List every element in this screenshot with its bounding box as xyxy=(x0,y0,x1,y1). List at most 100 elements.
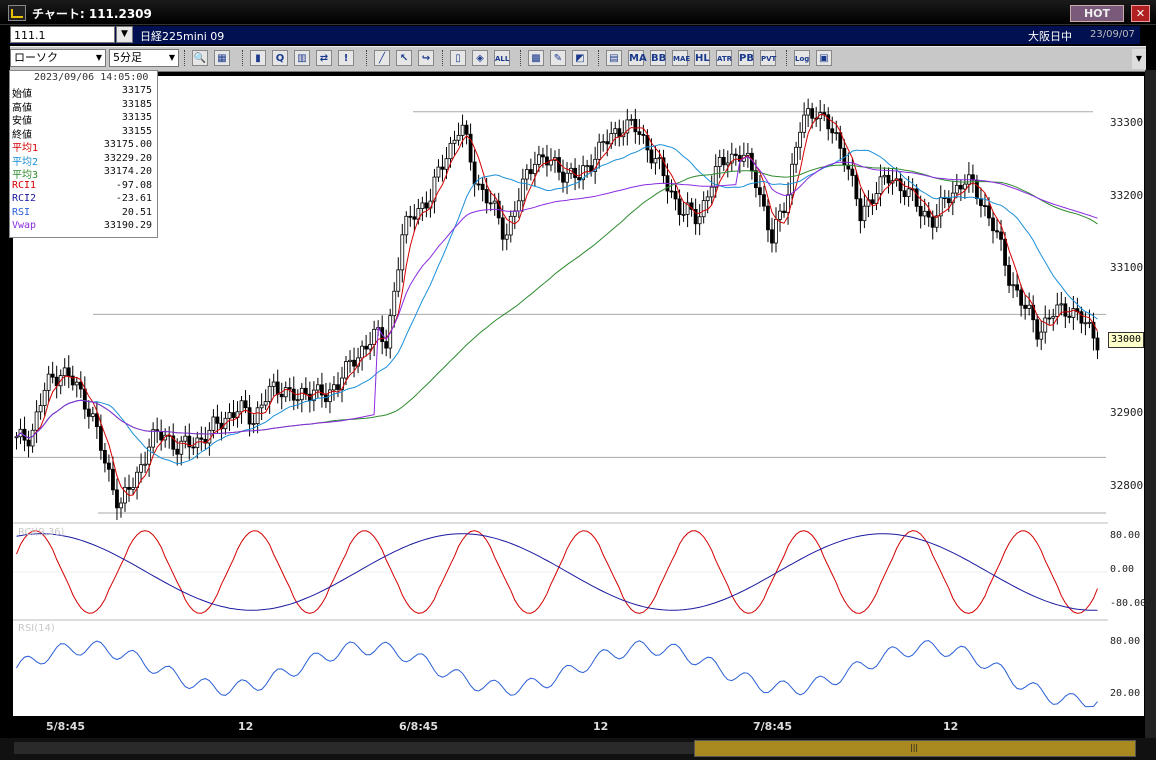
candle-body xyxy=(227,412,232,419)
candle-body xyxy=(782,210,786,214)
candle-body xyxy=(90,413,95,417)
all-button[interactable]: ALL xyxy=(494,50,510,66)
color-button[interactable]: ◩ xyxy=(572,50,588,66)
candle-body xyxy=(826,114,831,130)
candle-body xyxy=(504,234,509,240)
rci-panel-title: RCI(9,36) xyxy=(18,527,65,538)
time-axis: 5/8:45 12 6/8:45 12 7/8:45 12 xyxy=(13,716,1108,738)
price-chart-panel[interactable] xyxy=(13,76,1108,716)
scroll-track[interactable] xyxy=(14,742,694,754)
tools-button[interactable]: ✎ xyxy=(550,50,566,66)
candle-body xyxy=(870,199,875,204)
candle-button[interactable]: ▯ xyxy=(450,50,466,66)
market-status: 大阪日中 xyxy=(1028,30,1072,43)
pvt-button[interactable]: PVT xyxy=(760,50,776,66)
timeframe-select[interactable]: 5分足 ▼ xyxy=(109,49,179,67)
candle-body xyxy=(922,210,927,217)
candle-body xyxy=(1063,303,1068,317)
candle-body xyxy=(1087,321,1092,324)
mae-button[interactable]: MAE xyxy=(672,50,690,66)
candle-body xyxy=(1071,308,1076,318)
data-window-row: RCI2 -23.61 xyxy=(12,193,154,206)
title-bar: チャート: 111.2309 HOT ✕ xyxy=(0,0,1156,25)
candle-body xyxy=(1003,238,1007,266)
toolbar-separator xyxy=(242,50,246,66)
hot-button[interactable]: HOT xyxy=(1070,5,1124,22)
toolbar-scroll-button[interactable]: ▼ xyxy=(1132,49,1146,69)
candle-body xyxy=(78,381,83,390)
close-button[interactable]: ✕ xyxy=(1131,5,1150,22)
toolbar-separator xyxy=(366,50,370,66)
candle-body xyxy=(1051,316,1056,319)
log-button[interactable]: Log xyxy=(794,50,810,66)
candle-body xyxy=(448,142,453,160)
settings-button[interactable]: ▣ xyxy=(816,50,832,66)
layout-button[interactable]: ▦ xyxy=(214,50,230,66)
search-button[interactable]: Q xyxy=(272,50,288,66)
draw-line-button[interactable]: ╱ xyxy=(374,50,390,66)
candle-body xyxy=(484,189,489,204)
data-window-value: -23.61 xyxy=(115,193,152,204)
candle-marker-button[interactable]: ◈ xyxy=(472,50,488,66)
candle-body xyxy=(472,161,477,185)
candle-body xyxy=(320,384,324,396)
candle-body xyxy=(979,198,983,206)
atr-button[interactable]: ATR xyxy=(716,50,732,66)
candle-body xyxy=(561,171,565,183)
candle-up-button[interactable]: ▮ xyxy=(250,50,266,66)
candle-body xyxy=(661,157,666,177)
pb-button[interactable]: PB xyxy=(738,50,754,66)
candle-body xyxy=(348,359,352,362)
data-window-label: 終値 xyxy=(12,129,32,141)
chart-type-select[interactable]: ローソク ▼ xyxy=(10,49,106,67)
candle-body xyxy=(918,205,923,217)
compare-button[interactable]: ⇄ xyxy=(316,50,332,66)
candle-body xyxy=(480,183,485,190)
candle-body xyxy=(26,439,31,447)
candle-body xyxy=(677,198,682,215)
candle-body xyxy=(528,169,533,175)
ma-button[interactable]: MA xyxy=(628,50,647,66)
data-window: 2023/09/06 14:05:00 始値 33175 高値 33185 安値 3313… xyxy=(9,70,158,238)
candle-body xyxy=(601,141,606,144)
candle-body xyxy=(500,217,505,240)
data-window-label: 平均1 xyxy=(12,143,39,154)
candle-body xyxy=(713,166,718,188)
candle-body xyxy=(191,446,196,449)
candle-body xyxy=(874,193,879,204)
horizontal-scrollbar[interactable]: ||| xyxy=(0,738,1156,760)
candle-body xyxy=(995,230,999,233)
grid-button[interactable]: ▤ xyxy=(606,50,622,66)
disabled-button[interactable]: ! xyxy=(338,50,354,66)
pattern-button[interactable]: ▩ xyxy=(528,50,544,66)
candle-body xyxy=(613,128,618,134)
chart-canvas[interactable] xyxy=(13,76,1108,716)
candle-body xyxy=(1079,311,1084,324)
hl-button[interactable]: HL xyxy=(694,50,710,66)
candle-body xyxy=(685,202,690,215)
candle-body xyxy=(930,216,935,228)
candle-body xyxy=(119,502,123,509)
data-window-row: RSI 20.51 xyxy=(12,207,154,220)
cursor-button[interactable]: ↖ xyxy=(396,50,412,66)
symbol-dropdown-button[interactable]: ▼ xyxy=(116,26,133,43)
time-tick-label: 5/8:45 xyxy=(46,720,86,733)
candle-body xyxy=(364,345,369,350)
candle-body xyxy=(38,405,43,413)
ma2-line xyxy=(16,144,1098,465)
candle-body xyxy=(1055,304,1060,317)
candle-body xyxy=(42,389,47,407)
candle-body xyxy=(287,387,292,390)
candle-body xyxy=(625,119,630,134)
right-scroll-strip[interactable] xyxy=(1145,70,1156,738)
bars-button[interactable]: ▥ xyxy=(294,50,310,66)
candle-body xyxy=(303,387,308,395)
bb-button[interactable]: BB xyxy=(650,50,666,66)
jump-button[interactable]: ↪ xyxy=(418,50,434,66)
candle-body xyxy=(926,210,931,218)
price-tick-label: 33300 xyxy=(1110,116,1144,129)
zoom-button[interactable]: 🔍 xyxy=(192,50,208,66)
scroll-thumb[interactable]: ||| xyxy=(694,740,1136,757)
candle-body xyxy=(384,341,389,349)
symbol-input[interactable]: 111.1 xyxy=(10,26,115,43)
